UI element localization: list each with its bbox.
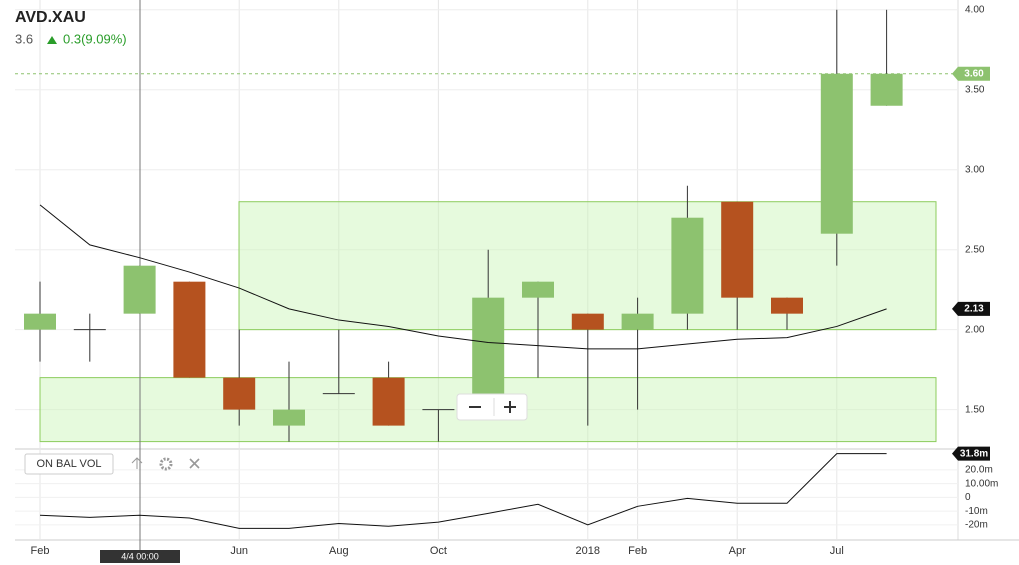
indicator-label: ON BAL VOL <box>36 458 101 470</box>
price-badge-label: 2.13 <box>964 304 984 315</box>
crosshair-label: 4/4 00:00 <box>121 551 159 561</box>
candle-body <box>223 377 256 410</box>
y-tick-label: -20m <box>965 520 988 531</box>
candle-body <box>870 73 903 106</box>
y-tick-label: 2.00 <box>965 324 985 335</box>
x-tick-label: Jun <box>230 545 248 557</box>
zone <box>238 201 937 331</box>
y-tick-label: 3.00 <box>965 164 985 175</box>
x-tick-label: Aug <box>329 545 349 557</box>
obv-line <box>39 453 887 529</box>
ticker-title: AVD.XAU <box>15 9 86 26</box>
indicator-button[interactable] <box>24 453 114 475</box>
candle-body <box>123 265 156 314</box>
candle-body <box>571 313 604 330</box>
y-tick-label: -10m <box>965 506 988 517</box>
candle-body <box>721 201 754 298</box>
candle-body <box>820 73 853 234</box>
zoom-control <box>456 393 528 421</box>
candle-body <box>24 313 56 330</box>
x-tick-label: 2018 <box>576 545 600 557</box>
price-badge <box>952 66 990 81</box>
x-tick-label: Feb <box>628 545 647 557</box>
candle-body <box>522 281 554 298</box>
price-badge-label: 31.8m <box>960 448 988 459</box>
close-icon[interactable] <box>189 458 200 469</box>
y-tick-label: 10.00m <box>965 478 998 489</box>
x-tick-label: Feb <box>31 545 50 557</box>
up-arrow <box>47 36 57 44</box>
price-badge-label: 3.60 <box>964 68 984 79</box>
crosshair-box <box>100 550 180 563</box>
zoom-in[interactable] <box>504 401 516 413</box>
x-tick-label: Jul <box>830 545 844 557</box>
move-up-icon[interactable] <box>131 457 143 469</box>
x-tick-label: Oct <box>430 545 447 557</box>
price-badge <box>952 301 990 316</box>
x-tick-label: Apr <box>729 545 746 557</box>
settings-icon[interactable] <box>159 457 173 471</box>
candle-body <box>671 217 704 314</box>
candle-body <box>621 313 654 330</box>
y-tick-label: 3.50 <box>965 84 985 95</box>
y-tick-label: 0 <box>965 492 971 503</box>
candle-body <box>173 281 206 378</box>
candle-body <box>771 297 803 314</box>
last-price: 3.6 <box>15 31 33 46</box>
candle-body <box>472 297 505 394</box>
y-tick-label: 2.50 <box>965 244 985 255</box>
candle-body <box>273 409 305 426</box>
price-badge <box>952 446 990 461</box>
moving-average <box>39 204 887 350</box>
y-tick-label: 20.0m <box>965 465 993 476</box>
y-tick-label: 1.50 <box>965 404 985 415</box>
plot: Feb Jun Aug Oct 2018 Feb Apr Jul 1.50 2.00 2.50 3.0… <box>15 0 998 563</box>
candle-body <box>372 377 405 426</box>
price-change: 0.3(9.09%) <box>63 31 127 46</box>
y-tick-label: 4.00 <box>965 4 985 15</box>
